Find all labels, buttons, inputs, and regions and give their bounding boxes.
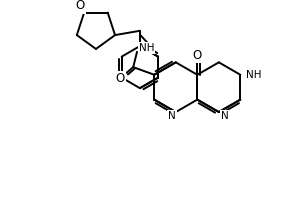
Text: N: N (221, 111, 228, 121)
Text: O: O (115, 72, 124, 85)
Text: N: N (168, 111, 176, 121)
Text: O: O (76, 0, 85, 12)
Text: O: O (193, 49, 202, 62)
Text: NH: NH (246, 70, 262, 80)
Text: NH: NH (139, 43, 154, 53)
